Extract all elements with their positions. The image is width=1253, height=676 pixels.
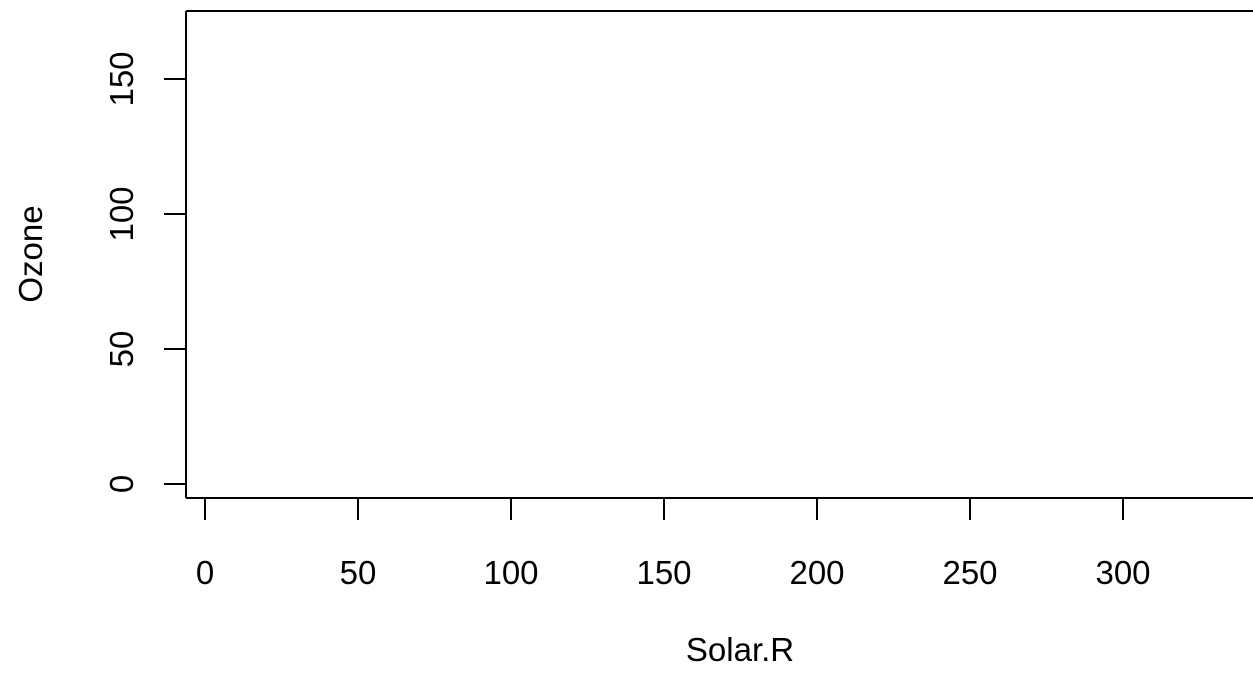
y-axis-label: Ozone	[12, 205, 49, 302]
x-axis: 0 50 100 150 200 250 300	[196, 498, 1151, 591]
y-axis: 0 50 100 150	[103, 51, 186, 493]
x-axis-label: Solar.R	[686, 631, 794, 668]
x-tick-label-100: 100	[483, 554, 538, 591]
y-tick-label-0: 0	[103, 475, 140, 493]
x-tick-label-300: 300	[1095, 554, 1150, 591]
x-tick-label-0: 0	[196, 554, 214, 591]
y-tick-label-100: 100	[103, 186, 140, 241]
x-tick-label-50: 50	[340, 554, 377, 591]
x-tick-label-150: 150	[636, 554, 691, 591]
x-tick-label-250: 250	[942, 554, 997, 591]
x-tick-label-200: 200	[789, 554, 844, 591]
y-tick-label-50: 50	[103, 331, 140, 368]
plot-frame	[185, 10, 1253, 499]
y-tick-label-150: 150	[103, 51, 140, 106]
